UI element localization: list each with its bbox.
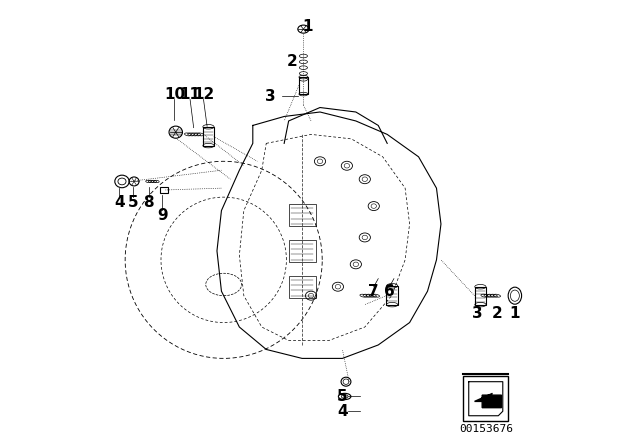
Text: 1: 1 (302, 19, 313, 34)
Text: 9: 9 (157, 207, 168, 223)
Text: 3: 3 (472, 306, 483, 321)
Text: 5: 5 (337, 389, 348, 404)
Text: 4: 4 (337, 404, 348, 419)
Text: 6: 6 (384, 284, 395, 299)
Text: 2: 2 (492, 306, 502, 321)
Bar (299, 77, 308, 94)
Text: 2: 2 (287, 54, 298, 69)
Text: 8: 8 (143, 195, 154, 210)
Bar (463, 376, 508, 421)
Bar (289, 276, 316, 298)
Text: 12: 12 (193, 86, 214, 102)
Text: 5: 5 (127, 195, 138, 210)
Bar (203, 127, 214, 146)
Bar (475, 287, 486, 305)
Bar (159, 187, 168, 193)
Polygon shape (468, 382, 503, 416)
Bar (289, 240, 316, 262)
Text: 4: 4 (114, 195, 125, 210)
Text: 11: 11 (180, 86, 200, 102)
Text: 10: 10 (164, 86, 185, 102)
Text: 1: 1 (509, 306, 520, 321)
Text: 00153676: 00153676 (459, 424, 513, 434)
Bar (387, 286, 397, 305)
Text: 3: 3 (264, 89, 275, 104)
Text: 7: 7 (369, 284, 379, 299)
Polygon shape (475, 393, 502, 408)
Bar (289, 204, 316, 226)
